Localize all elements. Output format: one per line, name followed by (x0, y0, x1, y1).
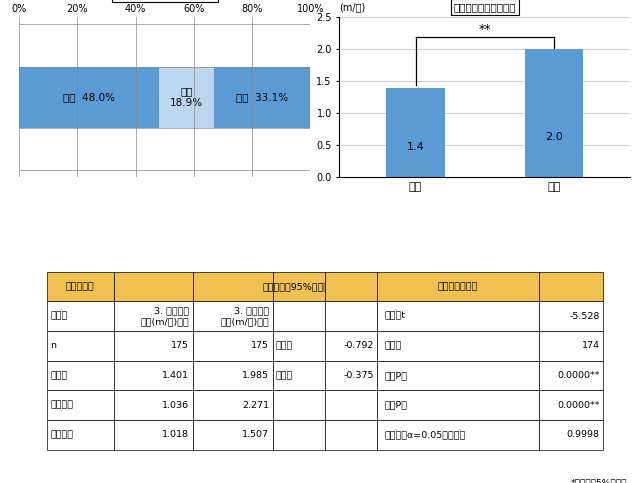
Text: 上昇  48.0%: 上昇 48.0% (63, 92, 115, 102)
Title: 歩行速度の平均の比較: 歩行速度の平均の比較 (454, 2, 516, 12)
Text: *有意水準5%で有意: *有意水準5%で有意 (571, 479, 627, 483)
Text: 1.4: 1.4 (406, 142, 424, 152)
Bar (214, 67, 310, 128)
Bar (525, 49, 583, 177)
Text: (m/秒): (m/秒) (339, 2, 365, 12)
Text: **: ** (479, 23, 491, 36)
Text: 2.0: 2.0 (545, 131, 563, 142)
Bar (19, 67, 159, 128)
Bar (159, 67, 214, 128)
Text: 維持
18.9%: 維持 18.9% (170, 86, 203, 108)
Bar (387, 87, 445, 177)
Text: 低下  33.1%: 低下 33.1% (236, 92, 288, 102)
